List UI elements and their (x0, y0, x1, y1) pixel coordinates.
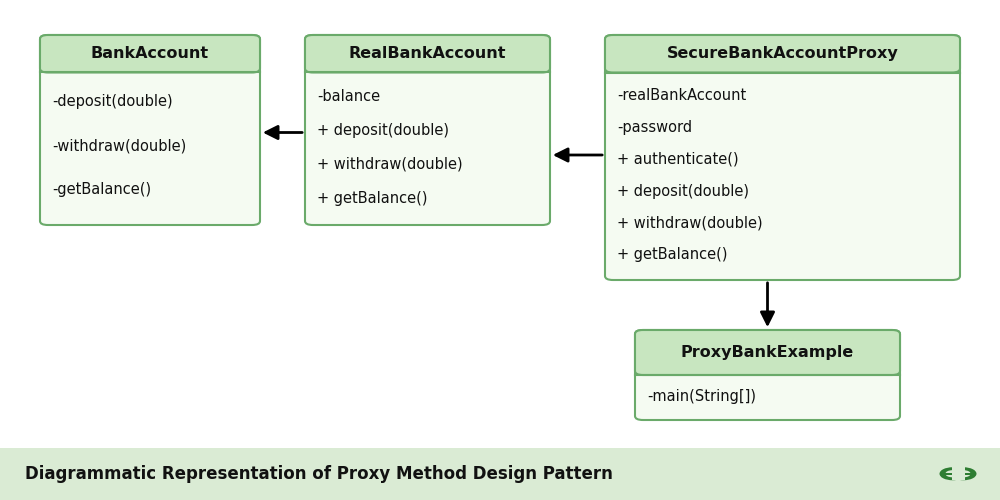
Text: -password: -password (617, 120, 692, 135)
FancyBboxPatch shape (40, 35, 260, 72)
Text: + withdraw(double): + withdraw(double) (617, 216, 763, 230)
Bar (952, 467, 964, 480)
Text: -realBankAccount: -realBankAccount (617, 88, 746, 104)
Text: -main(String[]): -main(String[]) (647, 390, 756, 404)
Bar (940, 473, 966, 474)
Text: + authenticate(): + authenticate() (617, 152, 739, 167)
Circle shape (940, 467, 966, 480)
Text: + withdraw(double): + withdraw(double) (317, 157, 463, 172)
Text: + getBalance(): + getBalance() (317, 190, 428, 206)
Text: -balance: -balance (317, 90, 380, 104)
Bar (0, 448, 1000, 500)
Bar (952, 473, 964, 474)
Text: ProxyBankExample: ProxyBankExample (681, 345, 854, 360)
Text: + deposit(double): + deposit(double) (317, 123, 449, 138)
Circle shape (945, 470, 960, 478)
Text: SecureBankAccountProxy: SecureBankAccountProxy (667, 46, 898, 61)
FancyBboxPatch shape (40, 35, 260, 225)
Text: -getBalance(): -getBalance() (52, 182, 151, 198)
Text: Diagrammatic Representation of Proxy Method Design Pattern: Diagrammatic Representation of Proxy Met… (25, 465, 613, 483)
FancyBboxPatch shape (305, 35, 550, 225)
Circle shape (950, 467, 976, 480)
FancyBboxPatch shape (635, 330, 900, 375)
FancyBboxPatch shape (605, 35, 960, 280)
Text: + getBalance(): + getBalance() (617, 247, 728, 262)
Text: -withdraw(double): -withdraw(double) (52, 138, 186, 154)
Text: -deposit(double): -deposit(double) (52, 94, 173, 110)
Text: BankAccount: BankAccount (91, 46, 209, 61)
Bar (950, 473, 976, 474)
Text: + deposit(double): + deposit(double) (617, 184, 749, 198)
FancyBboxPatch shape (635, 330, 900, 420)
Text: RealBankAccount: RealBankAccount (349, 46, 506, 61)
Circle shape (956, 470, 971, 478)
FancyBboxPatch shape (605, 35, 960, 72)
FancyBboxPatch shape (305, 35, 550, 72)
